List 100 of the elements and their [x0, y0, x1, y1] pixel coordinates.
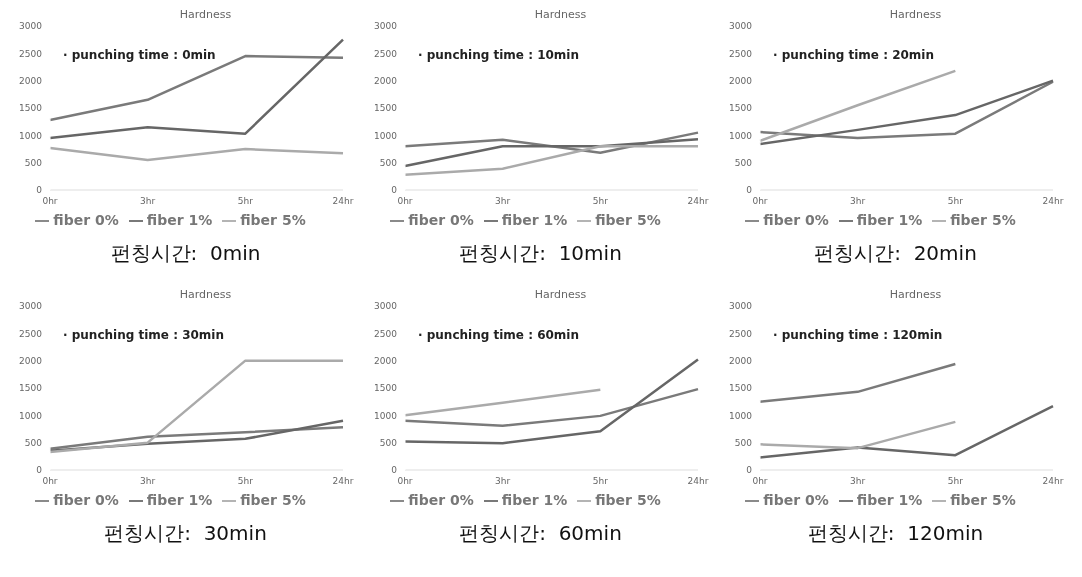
y-tick-label: 0 — [36, 465, 43, 476]
x-tick-label: 0hr — [752, 476, 768, 487]
y-tick-label: 500 — [734, 157, 753, 168]
text: 펀칭시간: 0min — [109, 240, 262, 267]
x-tick-label: 5hr — [237, 196, 254, 207]
y-tick-label: 2000 — [729, 355, 753, 366]
y-tick-label: 1500 — [374, 103, 398, 114]
y-tick-label: 1500 — [19, 103, 43, 114]
line-series — [48, 38, 345, 140]
y-tick-label: 1500 — [374, 383, 398, 394]
y-tick-label: 3000 — [374, 21, 398, 32]
annotation: · punching time : 20min — [773, 48, 934, 62]
annotation: · punching time : 0min — [63, 48, 216, 62]
y-tick-label: 1500 — [19, 383, 43, 394]
legend-label: fiber 1% — [146, 492, 213, 508]
y-tick-label: 1000 — [19, 410, 43, 421]
legend-label: fiber 1% — [501, 212, 568, 228]
legend-label: fiber 0% — [408, 492, 474, 508]
x-tick-label: 24hr — [332, 196, 354, 207]
legend-label: fiber 5% — [240, 212, 306, 228]
y-tick-label: 500 — [734, 437, 753, 448]
legend-label: fiber 1% — [856, 212, 923, 228]
legend-label: fiber 0% — [53, 212, 119, 228]
y-tick-label: 1000 — [374, 130, 398, 141]
y-tick-label: 2500 — [19, 328, 43, 339]
legend-label: fiber 1% — [146, 212, 213, 228]
y-tick-label: 3000 — [374, 301, 398, 312]
y-tick-label: 1000 — [19, 130, 43, 141]
y-tick-label: 1000 — [729, 130, 753, 141]
legend-label: fiber 1% — [856, 492, 923, 508]
y-tick-label: 0 — [391, 465, 398, 476]
y-tick-label: 2500 — [729, 48, 753, 59]
y-tick-label: 0 — [746, 465, 753, 476]
legend-label: fiber 5% — [950, 492, 1016, 508]
y-tick-label: 3000 — [19, 301, 43, 312]
annotation: · punching time : 10min — [418, 48, 579, 62]
line-series — [758, 404, 1055, 459]
x-tick-label: 24hr — [1042, 196, 1064, 207]
y-tick-label: 2500 — [19, 48, 43, 59]
y-tick-label: 3000 — [729, 21, 753, 32]
chart-title: Hardness — [888, 288, 943, 302]
x-tick-label: 3hr — [850, 476, 866, 487]
chart-title: Hardness — [533, 8, 588, 22]
y-tick-label: 500 — [24, 437, 43, 448]
line-series — [48, 146, 345, 162]
x-tick-label: 3hr — [140, 476, 156, 487]
y-tick-label: 500 — [379, 437, 398, 448]
y-tick-label: 0 — [391, 185, 398, 196]
x-tick-label: 24hr — [687, 196, 709, 207]
y-tick-label: 500 — [24, 157, 43, 168]
x-tick-label: 5hr — [237, 476, 254, 487]
line-series — [403, 387, 700, 427]
y-tick-label: 2000 — [374, 75, 398, 86]
chart-title: Hardness — [888, 8, 943, 22]
y-tick-label: 2500 — [374, 48, 398, 59]
legend-label: fiber 0% — [763, 212, 829, 228]
y-tick-label: 2000 — [19, 355, 43, 366]
legend-label: fiber 5% — [595, 492, 661, 508]
y-tick-label: 1000 — [729, 410, 753, 421]
text: 펀칭시간: 60min — [458, 520, 623, 547]
legend-label: fiber 5% — [240, 492, 306, 508]
y-tick-label: 2500 — [729, 328, 753, 339]
legend-label: fiber 1% — [501, 492, 568, 508]
x-tick-label: 3hr — [495, 196, 511, 207]
y-tick-label: 0 — [36, 185, 43, 196]
text: 펀칭시간: 30min — [103, 520, 268, 547]
chart-title: Hardness — [178, 288, 233, 302]
legend-label: fiber 0% — [408, 212, 474, 228]
y-tick-label: 2000 — [19, 75, 43, 86]
chart-title: Hardness — [533, 288, 588, 302]
x-tick-label: 5hr — [592, 476, 609, 487]
x-tick-label: 5hr — [592, 196, 609, 207]
y-tick-label: 1000 — [374, 410, 398, 421]
chart-title: Hardness — [178, 8, 233, 22]
x-tick-label: 24hr — [687, 476, 709, 487]
y-tick-label: 500 — [379, 157, 398, 168]
legend-label: fiber 0% — [763, 492, 829, 508]
legend-label: fiber 5% — [595, 212, 661, 228]
y-tick-label: 1500 — [729, 383, 753, 394]
x-tick-label: 0hr — [42, 196, 58, 207]
y-tick-label: 3000 — [19, 21, 43, 32]
legend-label: fiber 5% — [950, 212, 1016, 228]
text: 펀칭시간: 120min — [806, 520, 985, 547]
x-tick-label: 3hr — [850, 196, 866, 207]
y-tick-label: 0 — [746, 185, 753, 196]
legend-label: fiber 0% — [53, 492, 119, 508]
x-tick-label: 24hr — [1042, 476, 1064, 487]
y-tick-label: 1500 — [729, 103, 753, 114]
y-tick-label: 2000 — [729, 75, 753, 86]
text: 펀칭시간: 20min — [813, 240, 978, 267]
y-tick-label: 2000 — [374, 355, 398, 366]
x-tick-label: 5hr — [947, 476, 964, 487]
annotation: · punching time : 60min — [418, 328, 579, 342]
x-tick-label: 0hr — [397, 476, 413, 487]
x-tick-label: 0hr — [397, 196, 413, 207]
line-series — [48, 426, 345, 450]
x-tick-label: 0hr — [752, 196, 768, 207]
x-tick-label: 3hr — [140, 196, 156, 207]
text: 펀칭시간: 10min — [458, 240, 623, 267]
y-tick-label: 2500 — [374, 328, 398, 339]
